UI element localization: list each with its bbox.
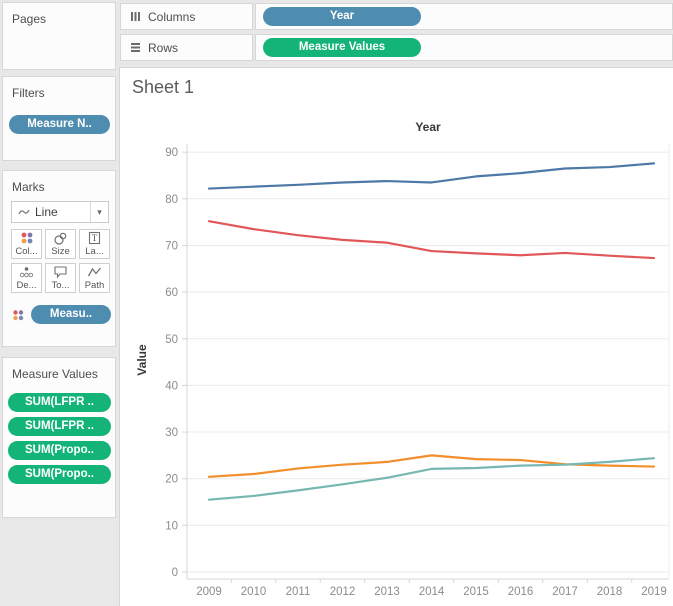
- y-tick-label: 30: [165, 427, 178, 439]
- y-tick-label: 70: [165, 240, 178, 252]
- columns-shelf[interactable]: Year: [255, 3, 673, 30]
- measure-values-title: Measure Values: [12, 367, 98, 381]
- measure-pill-4[interactable]: SUM(Propo..: [8, 465, 111, 484]
- columns-shelf-label: Columns: [120, 3, 253, 30]
- size-icon: [53, 231, 68, 245]
- x-tick-label: 2013: [374, 586, 400, 598]
- columns-icon: [130, 11, 141, 22]
- label-icon: T: [87, 231, 102, 245]
- svg-text:T: T: [92, 233, 98, 243]
- x-tick-label: 2017: [552, 586, 578, 598]
- rows-icon: [130, 42, 141, 53]
- series-teal-line[interactable]: [207, 457, 656, 501]
- marks-pill-measure-names[interactable]: Measu..: [31, 305, 111, 324]
- x-tick-label: 2018: [597, 586, 623, 598]
- y-tick-label: 40: [165, 380, 178, 392]
- x-tick-label: 2014: [419, 586, 445, 598]
- x-tick-label: 2019: [641, 586, 667, 598]
- path-button[interactable]: Path: [79, 263, 110, 293]
- line-chart[interactable]: 0 10 20 30 40 50 60 70 80 90 2009 2010 2011 2012 2013 2…: [120, 68, 673, 606]
- series-red-line[interactable]: [207, 220, 656, 260]
- x-tick-label: 2011: [286, 586, 311, 598]
- filters-shelf[interactable]: Filters Measure N..: [2, 76, 116, 161]
- pages-title: Pages: [12, 12, 47, 26]
- rows-shelf[interactable]: Measure Values: [255, 34, 673, 61]
- detail-icon: [19, 265, 34, 279]
- y-axis-title: Value: [135, 344, 149, 376]
- columns-label: Columns: [148, 9, 196, 24]
- x-tick-label: 2010: [241, 586, 267, 598]
- sheet-title: Sheet 1: [132, 77, 195, 97]
- color-button[interactable]: Col...: [11, 229, 42, 259]
- label-button[interactable]: T La...: [79, 229, 110, 259]
- measure-pill-2[interactable]: SUM(LFPR ..: [8, 417, 111, 436]
- y-tick-label: 90: [165, 147, 178, 159]
- y-tick-label: 50: [165, 334, 178, 346]
- detail-button[interactable]: De...: [11, 263, 42, 293]
- pages-shelf[interactable]: Pages: [2, 2, 116, 70]
- mark-type-dropdown[interactable]: Line ▾: [11, 201, 109, 223]
- tooltip-button[interactable]: To...: [45, 263, 76, 293]
- series-blue-line[interactable]: [207, 162, 656, 190]
- mark-type-label: Line: [35, 205, 58, 219]
- y-tick-label: 20: [165, 474, 178, 486]
- rows-shelf-label: Rows: [120, 34, 253, 61]
- rows-pill-measure-values[interactable]: Measure Values: [263, 38, 421, 57]
- measure-pill-3[interactable]: SUM(Propo..: [8, 441, 111, 460]
- chevron-down-icon[interactable]: ▾: [90, 202, 108, 222]
- y-tick-label: 60: [165, 287, 178, 299]
- worksheet: Sheet 1 0 10 20 30 40 50 60 70 80 90 2009 2010 2011 2…: [119, 67, 673, 606]
- x-tick-label: 2016: [508, 586, 534, 598]
- columns-pill-year[interactable]: Year: [263, 7, 421, 26]
- color-icon: [19, 231, 34, 245]
- filter-pill-measure-names[interactable]: Measure N..: [9, 115, 110, 134]
- marks-title: Marks: [12, 180, 45, 194]
- filters-title: Filters: [12, 86, 45, 100]
- x-tick-label: 2015: [463, 586, 489, 598]
- measure-values-card: Measure Values SUM(LFPR .. SUM(LFPR .. S…: [2, 357, 116, 518]
- series-orange-line[interactable]: [207, 454, 656, 478]
- path-icon: [87, 265, 102, 279]
- x-axis-title: Year: [415, 120, 441, 134]
- y-tick-label: 80: [165, 194, 178, 206]
- x-tick-label: 2009: [196, 586, 222, 598]
- rows-label: Rows: [148, 40, 179, 55]
- y-tick-label: 0: [172, 567, 178, 579]
- y-tick-label: 10: [165, 520, 178, 532]
- measure-names-colors-icon[interactable]: [11, 308, 25, 322]
- line-mark-icon: [18, 207, 30, 217]
- size-button[interactable]: Size: [45, 229, 76, 259]
- marks-card: Marks Line ▾ Col... Size: [2, 170, 116, 347]
- measure-pill-1[interactable]: SUM(LFPR ..: [8, 393, 111, 412]
- tooltip-icon: [53, 265, 68, 279]
- x-tick-label: 2012: [330, 586, 356, 598]
